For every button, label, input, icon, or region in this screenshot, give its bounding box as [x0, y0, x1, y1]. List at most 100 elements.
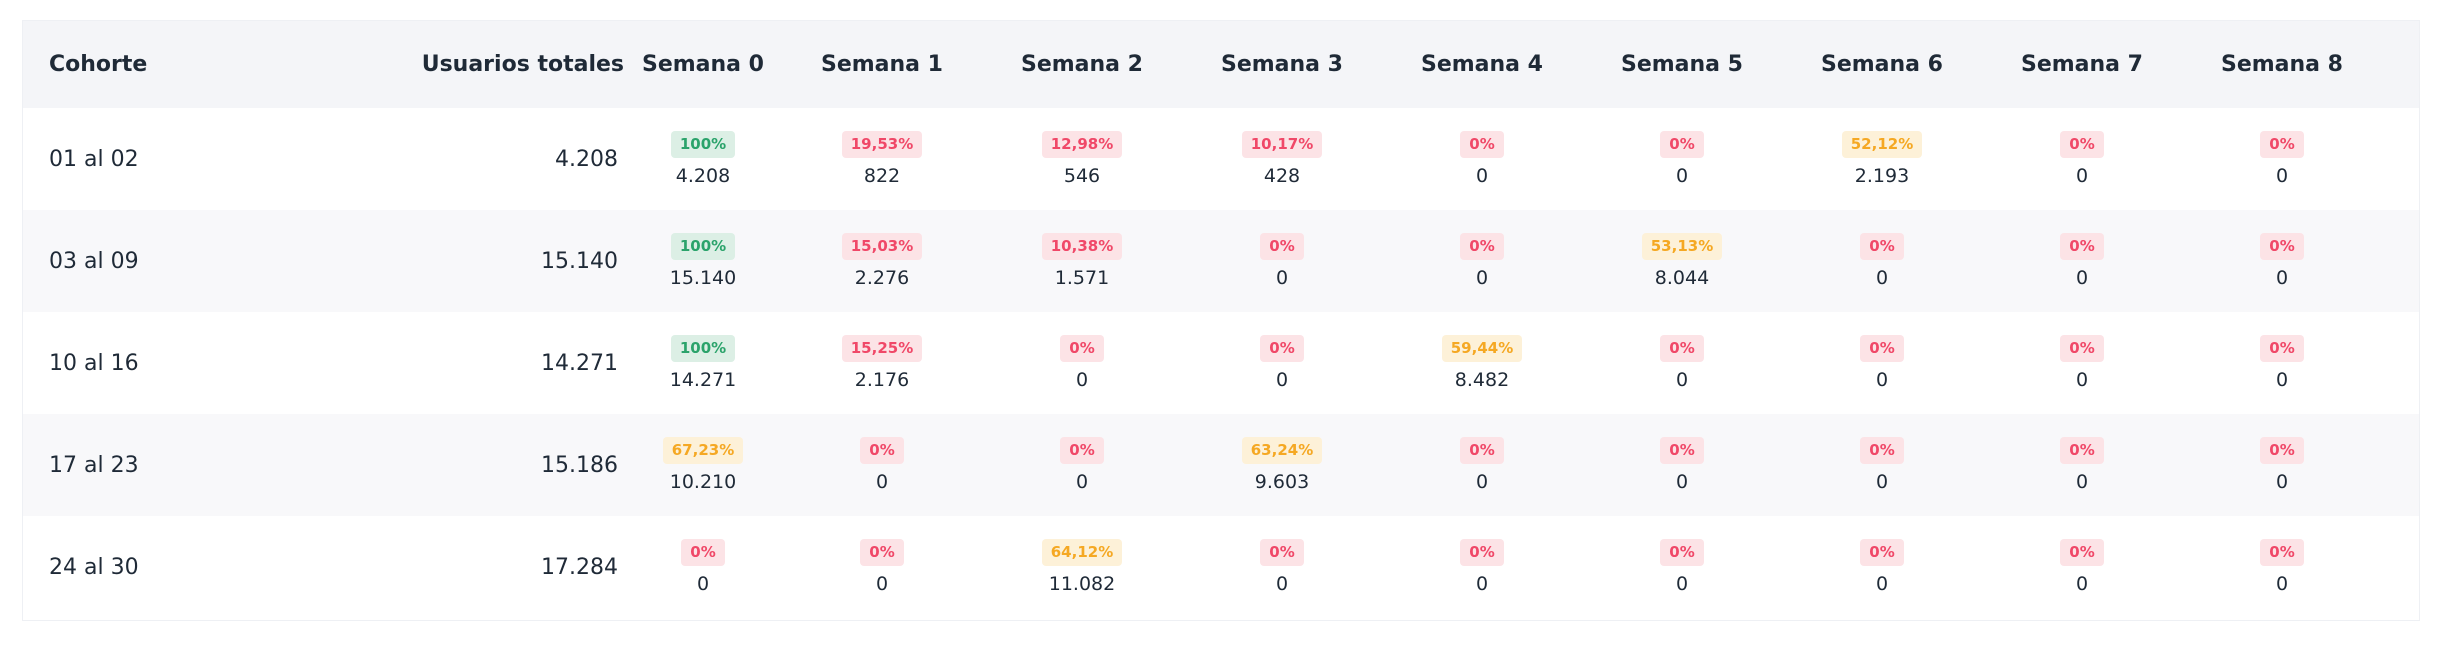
- retention-cell-week-3: 10,17% 428: [1182, 131, 1382, 187]
- retention-percent-badge: 100%: [670, 335, 736, 362]
- retention-percent-badge: 0%: [2060, 437, 2104, 464]
- retention-percent-badge: 0%: [2060, 335, 2104, 362]
- retention-percent-badge: 10,17%: [1241, 131, 1323, 158]
- retention-percent-badge: 15,03%: [841, 233, 923, 260]
- retention-cell-week-6: 0% 0: [1782, 233, 1982, 289]
- retention-cell-week-3: 0% 0: [1182, 335, 1382, 391]
- retention-cell-week-7: 0% 0: [1982, 233, 2182, 289]
- retention-cell-week-2: 64,12% 11.082: [982, 539, 1182, 595]
- retention-cell-week-5: 0% 0: [1582, 437, 1782, 493]
- retained-users-count: 0: [1075, 369, 1089, 391]
- retention-percent-badge: 0%: [1060, 335, 1104, 362]
- retained-users-count: 8.044: [1654, 267, 1710, 289]
- retention-cell-week-5: 53,13% 8.044: [1582, 233, 1782, 289]
- retained-users-count: 2.193: [1854, 165, 1910, 187]
- retention-percent-badge: 100%: [670, 233, 736, 260]
- retained-users-count: 0: [1475, 165, 1489, 187]
- retention-cell-week-6: 52,12% 2.193: [1782, 131, 1982, 187]
- retention-percent-badge: 0%: [2060, 233, 2104, 260]
- retained-users-count: 0: [1875, 573, 1889, 595]
- retained-users-count: 0: [2075, 471, 2089, 493]
- retention-cell-week-5: 0% 0: [1582, 335, 1782, 391]
- cohort-label: 17 al 23: [49, 452, 139, 478]
- retention-percent-badge: 0%: [1860, 437, 1904, 464]
- retention-cell-week-0: 100% 15.140: [624, 233, 782, 289]
- retention-cell-week-4: 0% 0: [1382, 437, 1582, 493]
- retention-cell-week-1: 0% 0: [782, 539, 982, 595]
- retention-percent-badge: 0%: [1460, 437, 1504, 464]
- retention-percent-badge: 0%: [1260, 539, 1304, 566]
- retained-users-count: 14.271: [669, 369, 737, 391]
- retained-users-count: 0: [2275, 573, 2289, 595]
- retention-percent-badge: 64,12%: [1041, 539, 1123, 566]
- column-header-week-1: Semana 1: [820, 52, 943, 77]
- retention-percent-badge: 0%: [1660, 131, 1704, 158]
- retained-users-count: 0: [1475, 471, 1489, 493]
- retained-users-count: 0: [875, 573, 889, 595]
- retention-cell-week-7: 0% 0: [1982, 539, 2182, 595]
- retained-users-count: 822: [863, 165, 901, 187]
- retained-users-count: 8.482: [1454, 369, 1510, 391]
- retention-percent-badge: 10,38%: [1041, 233, 1123, 260]
- retention-percent-badge: 0%: [1260, 335, 1304, 362]
- column-header-cohort: Cohorte: [49, 52, 148, 77]
- cohort-label: 03 al 09: [49, 248, 139, 274]
- retention-cell-week-8: 0% 0: [2182, 335, 2382, 391]
- retention-percent-badge: 100%: [670, 131, 736, 158]
- retention-percent-badge: 0%: [1460, 233, 1504, 260]
- cohort-label: 24 al 30: [49, 554, 139, 580]
- total-users-value: 14.271: [541, 350, 618, 376]
- retained-users-count: 1.571: [1054, 267, 1110, 289]
- retention-percent-badge: 0%: [2260, 233, 2304, 260]
- table-header: Cohorte Usuarios totales Semana 0 Semana…: [23, 21, 2419, 108]
- retained-users-count: 0: [1675, 573, 1689, 595]
- retention-percent-badge: 0%: [1460, 131, 1504, 158]
- retained-users-count: 15.140: [669, 267, 737, 289]
- table-row: 17 al 23 15.186 67,23% 10.210 0% 0 0% 0 63,24% 9.…: [23, 414, 2419, 516]
- retained-users-count: 0: [2075, 369, 2089, 391]
- retention-cell-week-8: 0% 0: [2182, 233, 2382, 289]
- retention-cell-week-4: 59,44% 8.482: [1382, 335, 1582, 391]
- retention-percent-badge: 0%: [2260, 437, 2304, 464]
- retention-percent-badge: 0%: [1460, 539, 1504, 566]
- retention-cell-week-6: 0% 0: [1782, 539, 1982, 595]
- retained-users-count: 0: [1675, 471, 1689, 493]
- cohort-label: 01 al 02: [49, 146, 139, 172]
- retention-percent-badge: 0%: [2260, 539, 2304, 566]
- column-header-week-4: Semana 4: [1420, 52, 1543, 77]
- retention-cell-week-7: 0% 0: [1982, 131, 2182, 187]
- retention-cell-week-1: 15,25% 2.176: [782, 335, 982, 391]
- retention-cell-week-4: 0% 0: [1382, 233, 1582, 289]
- column-header-week-6: Semana 6: [1820, 52, 1943, 77]
- retained-users-count: 0: [1275, 267, 1289, 289]
- retention-cell-week-0: 0% 0: [624, 539, 782, 595]
- retention-percent-badge: 63,24%: [1241, 437, 1323, 464]
- retention-percent-badge: 0%: [1660, 335, 1704, 362]
- retention-percent-badge: 0%: [1860, 335, 1904, 362]
- retained-users-count: 0: [1675, 369, 1689, 391]
- table-row: 10 al 16 14.271 100% 14.271 15,25% 2.176 0% 0 0%…: [23, 312, 2419, 414]
- table-row: 24 al 30 17.284 0% 0 0% 0 64,12% 11.082 0% 0 0% 0 0%…: [23, 516, 2419, 618]
- table-row: 01 al 02 4.208 100% 4.208 19,53% 822 12,98% 546…: [23, 108, 2419, 210]
- retained-users-count: 0: [1875, 267, 1889, 289]
- retention-cell-week-4: 0% 0: [1382, 131, 1582, 187]
- retention-percent-badge: 0%: [2060, 539, 2104, 566]
- table-row: 03 al 09 15.140 100% 15.140 15,03% 2.276 10,38…: [23, 210, 2419, 312]
- retained-users-count: 0: [875, 471, 889, 493]
- retained-users-count: 428: [1263, 165, 1301, 187]
- retained-users-count: 2.276: [854, 267, 910, 289]
- retention-cell-week-3: 63,24% 9.603: [1182, 437, 1382, 493]
- total-users-value: 4.208: [555, 146, 618, 172]
- total-users-value: 17.284: [541, 554, 618, 580]
- retained-users-count: 0: [2075, 573, 2089, 595]
- retention-percent-badge: 0%: [1260, 233, 1304, 260]
- retained-users-count: 9.603: [1254, 471, 1310, 493]
- total-users-value: 15.186: [541, 452, 618, 478]
- retention-percent-badge: 0%: [1860, 539, 1904, 566]
- column-header-week-0: Semana 0: [641, 52, 764, 77]
- retention-cell-week-2: 0% 0: [982, 437, 1182, 493]
- retention-cell-week-1: 15,03% 2.276: [782, 233, 982, 289]
- retention-cell-week-7: 0% 0: [1982, 335, 2182, 391]
- retention-cell-week-8: 0% 0: [2182, 131, 2382, 187]
- retained-users-count: 0: [1075, 471, 1089, 493]
